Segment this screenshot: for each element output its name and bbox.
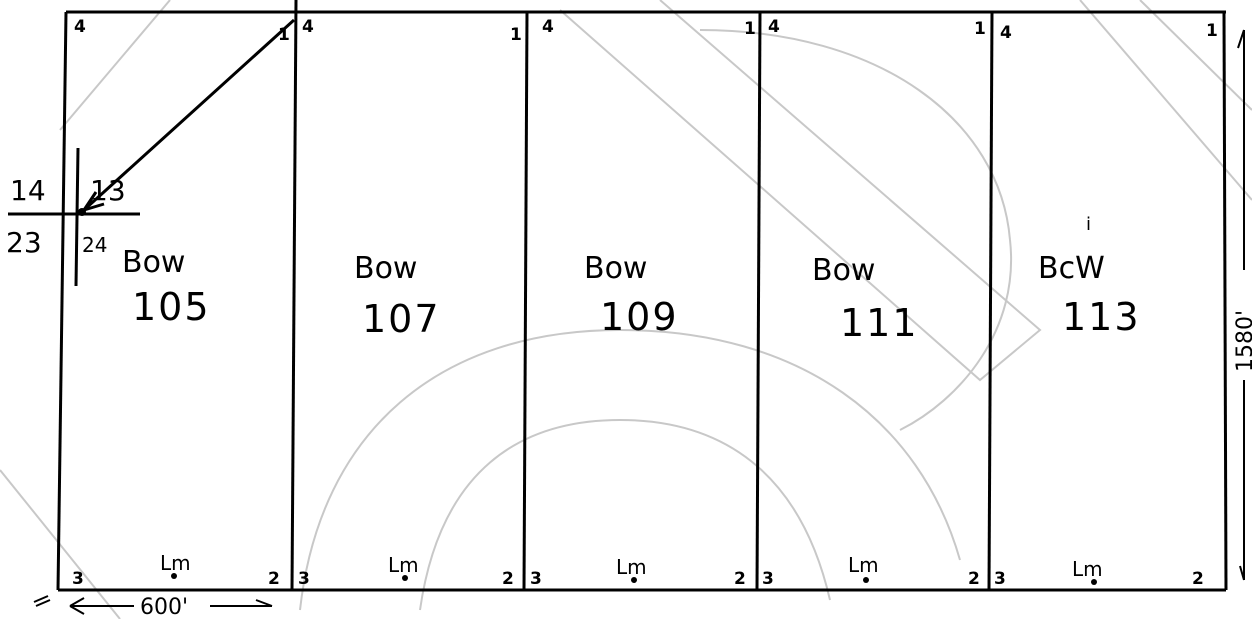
section-nw-number: 14 xyxy=(10,174,46,207)
corner-4: 4 xyxy=(542,17,554,37)
landmark-point xyxy=(171,573,177,579)
tract-105: 4 1 3 2 Bow 105 Lm xyxy=(72,17,290,589)
section-ne-number: 13 xyxy=(90,174,126,207)
landmark-label: Lm xyxy=(1072,557,1103,581)
landmark-point xyxy=(1091,579,1097,585)
corner-1: 1 xyxy=(974,19,986,39)
tie-arrowhead xyxy=(82,191,105,212)
width-dimension-label: 600' xyxy=(140,595,188,619)
corner-1: 1 xyxy=(1206,21,1218,41)
corner-3: 3 xyxy=(762,569,774,589)
corner-2: 2 xyxy=(968,569,980,589)
corner-2: 2 xyxy=(734,569,746,589)
height-dimension-label: 1580' xyxy=(1233,310,1252,372)
plat-left-boundary xyxy=(56,11,68,591)
tract-number: 105 xyxy=(132,285,211,329)
corner-4: 4 xyxy=(1000,23,1012,43)
divider-107-109 xyxy=(522,11,529,591)
tract-109: 4 1 3 2 Bow 109 Lm xyxy=(530,17,756,589)
landmark-label: Lm xyxy=(848,553,879,577)
tract-label: Bow xyxy=(122,245,185,280)
section-sw-number: 23 xyxy=(6,226,42,259)
corner-2: 2 xyxy=(502,569,514,589)
divider-105-107 xyxy=(290,0,298,591)
corner-2: 2 xyxy=(268,569,280,589)
tract-label: Bow xyxy=(354,251,417,286)
corner-1: 1 xyxy=(278,25,290,45)
divider-111-113 xyxy=(987,11,994,591)
tract-label: BcW xyxy=(1038,251,1105,286)
corner-4: 4 xyxy=(74,17,86,37)
tract-label: Bow xyxy=(584,251,647,286)
stray-letter: i xyxy=(1086,214,1091,235)
tract-111: 4 1 3 2 Bow 111 Lm xyxy=(762,17,986,589)
corner-3: 3 xyxy=(530,569,542,589)
divider-109-111 xyxy=(755,11,762,591)
landmark-point xyxy=(631,577,637,583)
corner-1: 1 xyxy=(744,19,756,39)
tract-number: 107 xyxy=(362,297,441,341)
tract-113: 4 1 3 2 BcW 113 Lm i xyxy=(994,21,1218,589)
tract-number: 111 xyxy=(840,301,919,345)
tie-line xyxy=(82,18,296,212)
tract-107: 4 1 3 2 Bow 107 Lm xyxy=(298,17,522,589)
landmark-point xyxy=(402,575,408,581)
height-dimension-line xyxy=(1237,29,1245,581)
plat-right-boundary xyxy=(1222,11,1228,591)
tract-number: 109 xyxy=(600,295,679,339)
corner-4: 4 xyxy=(302,17,314,37)
tract-label: Bow xyxy=(812,253,875,288)
landmark-label: Lm xyxy=(160,551,191,575)
corner-3: 3 xyxy=(72,569,84,589)
stray-mark xyxy=(33,595,51,607)
width-dimension-line xyxy=(69,597,273,615)
section-se-number: 24 xyxy=(82,233,107,257)
corner-1: 1 xyxy=(510,25,522,45)
landmark-point xyxy=(863,577,869,583)
corner-2: 2 xyxy=(1192,569,1204,589)
corner-3: 3 xyxy=(298,569,310,589)
corner-4: 4 xyxy=(768,17,780,37)
corner-3: 3 xyxy=(994,569,1006,589)
tract-number: 113 xyxy=(1062,295,1141,339)
landmark-label: Lm xyxy=(616,555,647,579)
landmark-label: Lm xyxy=(388,553,419,577)
section-line-vertical xyxy=(74,147,80,287)
